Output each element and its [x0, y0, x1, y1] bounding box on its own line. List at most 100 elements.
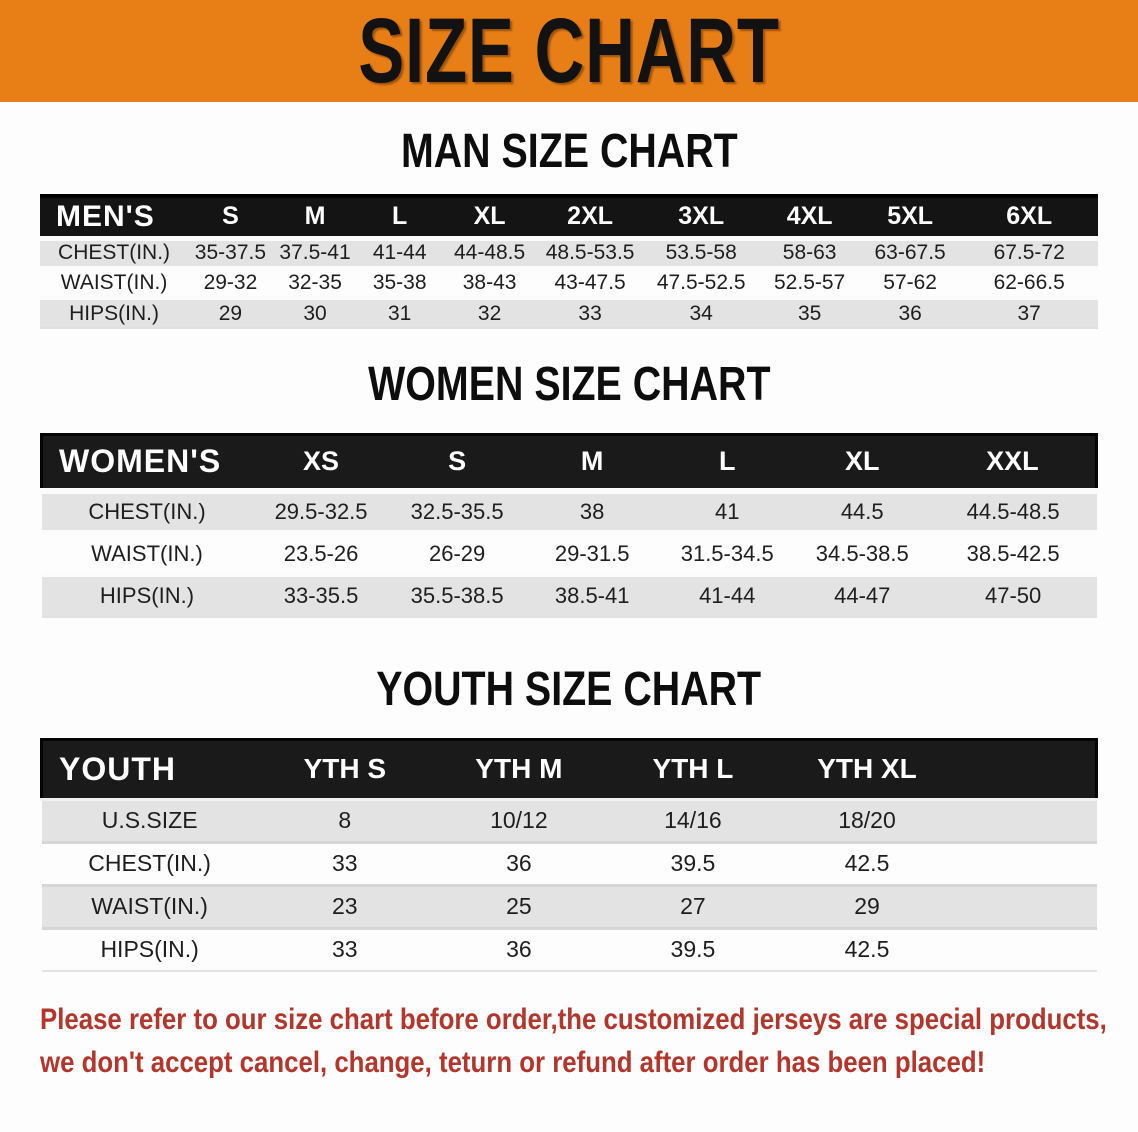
row-label: HIPS(IN.) [100, 936, 199, 963]
size-value-cell: 36 [859, 298, 961, 328]
size-value-cell: 31.5-34.5 [680, 540, 774, 566]
size-value-cell: 38-43 [462, 271, 517, 294]
size-value-cell: 47-50 [929, 574, 1097, 617]
women-size-section: WOMEN SIZE CHART WOMEN'S XS S M L XL XXL CHEST… [0, 359, 1138, 618]
women-table-body: CHEST(IN.) 29.5-32.5 32.5-35.5 38 41 44.5 44.5… [41, 490, 1097, 617]
size-value-cell: 25 [431, 885, 606, 928]
youth-table-header: YOUTH YTH S YTH M YTH L YTH XL [41, 739, 1097, 799]
size-value-cell: 26-29 [429, 540, 486, 566]
measurement-row: HIPS(IN.) 33-35.5 35.5-38.5 38.5-41 41-44 44-… [41, 574, 1097, 617]
youth-column-header: YTH M [475, 753, 563, 784]
men-column-header: 6XL [1006, 202, 1053, 231]
size-value-cell: 33 [332, 850, 358, 876]
filler-cell [954, 799, 1097, 842]
size-value-cell: 44.5-48.5 [929, 490, 1097, 533]
size-value-cell: 39.5 [670, 936, 716, 963]
size-value-cell: 38.5-42.5 [966, 540, 1060, 566]
men-header-row: MEN'S S M L XL 2XL 3XL 4XL 5XL 6XL [40, 196, 1098, 238]
size-value-cell: 33 [332, 936, 358, 963]
size-value-cell: 42.5 [844, 850, 890, 876]
size-value-cell: 35-37.5 [188, 238, 273, 268]
men-column-header: M [304, 202, 326, 231]
size-value-cell: 36 [506, 936, 532, 963]
women-table-header: WOMEN'S XS S M L XL XXL [41, 434, 1097, 491]
row-label: CHEST(IN.) [40, 238, 189, 268]
size-value-cell: 41-44 [357, 238, 442, 268]
men-corner-label: MEN'S [56, 199, 155, 233]
size-value-cell: 44-48.5 [441, 238, 538, 268]
measurement-row: HIPS(IN.) 33 36 39.5 42.5 [41, 928, 1097, 971]
row-label: CHEST(IN.) [41, 490, 253, 533]
youth-chart-title-text: YOUTH SIZE CHART [376, 662, 762, 716]
row-label: HIPS(IN.) [40, 298, 189, 328]
size-value-cell: 44-47 [794, 574, 930, 617]
measurement-row: WAIST(IN.) 29-32 32-35 35-38 38-43 43-47.5 47.… [40, 268, 1098, 298]
men-column-header: S [222, 202, 239, 231]
women-column-header: L [718, 446, 736, 477]
size-value-cell: 39.5 [670, 850, 716, 876]
size-value-cell: 58-63 [759, 238, 860, 268]
row-label: HIPS(IN.) [41, 574, 253, 617]
size-value-cell: 33-35.5 [252, 574, 390, 617]
size-value-cell: 35.5-38.5 [389, 574, 525, 617]
size-value-cell: 44.5 [794, 490, 930, 533]
size-value-cell: 53.5-58 [643, 238, 760, 268]
women-column-header: S [448, 446, 467, 477]
filler-cell [954, 842, 1096, 885]
size-value-cell: 52.5-57 [774, 271, 846, 294]
banner: SIZE CHART [0, 0, 1138, 102]
size-value-cell: 29 [188, 298, 273, 328]
size-value-cell: 29.5-32.5 [252, 490, 390, 533]
size-value-cell: 8 [257, 799, 432, 842]
size-value-cell: 35-38 [372, 271, 427, 294]
footer-disclaimer: Please refer to our size chart before or… [40, 998, 1138, 1084]
size-value-cell: 29-31.5 [554, 540, 630, 566]
size-value-cell: 63-67.5 [859, 238, 961, 268]
men-column-header: 4XL [786, 202, 833, 231]
size-value-cell: 48.5-53.5 [537, 238, 643, 268]
row-label: WAIST(IN.) [91, 540, 203, 566]
measurement-row: WAIST(IN.) 23 25 27 29 [41, 885, 1097, 928]
size-value-cell: 23.5-26 [283, 540, 359, 566]
women-column-header: XXL [986, 446, 1039, 477]
men-table-body: CHEST(IN.) 35-37.5 37.5-41 41-44 44-48.5 48.5… [40, 238, 1098, 328]
size-value-cell: 43-47.5 [554, 271, 626, 294]
men-size-table: MEN'S S M L XL 2XL 3XL 4XL 5XL 6XL CHEST(IN.) 35-3… [40, 194, 1098, 329]
size-value-cell: 37.5-41 [272, 238, 358, 268]
size-value-cell: 37 [960, 298, 1098, 328]
size-value-cell: 29 [779, 885, 955, 928]
measurement-row: HIPS(IN.) 29 30 31 32 33 34 35 36 37 [40, 298, 1098, 328]
women-chart-title: WOMEN SIZE CHART [0, 359, 1138, 411]
men-column-header: 3XL [678, 202, 725, 231]
filler-cell [954, 885, 1097, 928]
men-chart-title: MAN SIZE CHART [0, 126, 1138, 178]
size-value-cell: 14/16 [605, 799, 780, 842]
footer-line-1: Please refer to our size chart before or… [40, 998, 1138, 1041]
page-title-text: SIZE CHART [358, 0, 780, 102]
row-label: WAIST(IN.) [60, 271, 168, 294]
youth-column-header: YTH S [303, 753, 387, 784]
size-value-cell: 30 [272, 298, 358, 328]
row-label: U.S.SIZE [41, 799, 258, 842]
measurement-row: U.S.SIZE 8 10/12 14/16 18/20 [41, 799, 1097, 842]
measurement-row: CHEST(IN.) 29.5-32.5 32.5-35.5 38 41 44.5 44.5… [41, 490, 1097, 533]
men-chart-title-text: MAN SIZE CHART [400, 125, 738, 178]
size-value-cell: 18/20 [779, 799, 955, 842]
filler-cell [954, 928, 1096, 971]
size-chart-page: SIZE CHART MAN SIZE CHART MEN'S S M L XL 2XL 3… [0, 0, 1138, 1084]
footer-line-2-text: we don't accept cancel, change, teturn o… [40, 1046, 986, 1079]
size-value-cell: 42.5 [844, 936, 890, 963]
youth-size-section: YOUTH SIZE CHART YOUTH YTH S YTH M YTH L YTH… [0, 662, 1138, 973]
women-corner-label: WOMEN'S [59, 443, 222, 480]
size-value-cell: 34.5-38.5 [815, 540, 909, 566]
youth-column-header: YTH L [652, 753, 734, 784]
women-header-row: WOMEN'S XS S M L XL XXL [41, 434, 1097, 491]
footer-line-1-text: Please refer to our size chart before or… [40, 1003, 1107, 1036]
women-column-header: M [580, 446, 604, 477]
size-value-cell: 57-62 [883, 271, 937, 294]
women-column-header: XL [844, 446, 880, 477]
youth-chart-title: YOUTH SIZE CHART [0, 662, 1138, 716]
men-table-header: MEN'S S M L XL 2XL 3XL 4XL 5XL 6XL [40, 196, 1098, 238]
size-value-cell: 62-66.5 [993, 271, 1065, 294]
size-value-cell: 23 [257, 885, 432, 928]
